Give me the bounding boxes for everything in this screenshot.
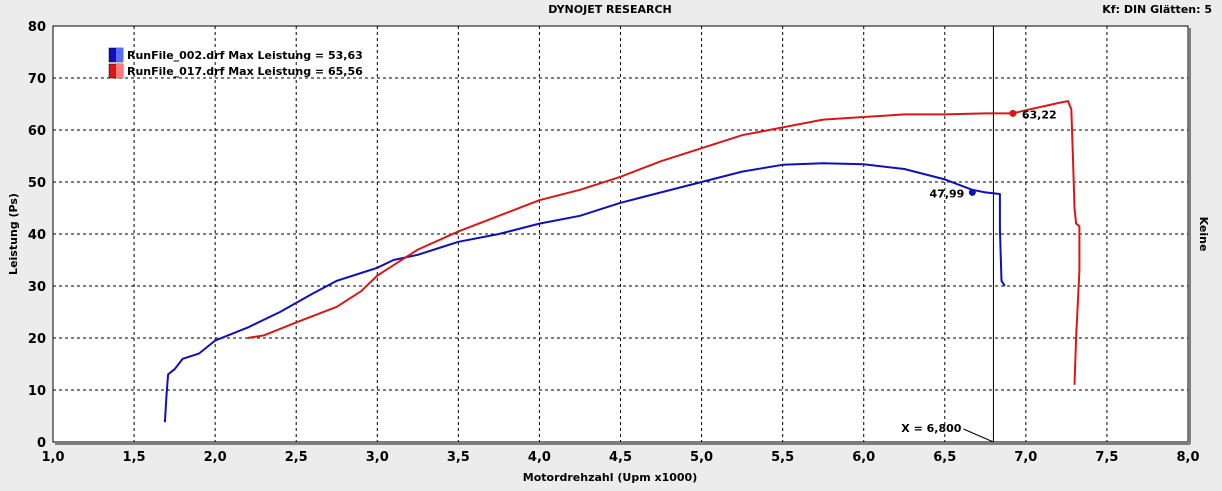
- cursor-label: X = 6,800: [901, 422, 961, 435]
- legend-swatch-blue-light: [116, 48, 123, 62]
- x-tick-label: 1,5: [123, 450, 146, 465]
- x-tick-label: 3,0: [366, 450, 389, 465]
- cursor-pointer-line: [963, 428, 994, 443]
- y-tick-label: 70: [28, 72, 46, 87]
- y-tick-label: 50: [28, 176, 46, 191]
- y-tick-label: 80: [28, 20, 46, 35]
- x-tick-label: 5,5: [771, 450, 794, 465]
- x-tick-label: 1,0: [41, 450, 64, 465]
- chart-header-settings: Kf: DIN Glätten: 5: [1102, 3, 1212, 16]
- cursor: X = 6,800: [901, 26, 994, 443]
- x-tick-label: 4,5: [609, 450, 632, 465]
- legend-swatch-red-light: [116, 64, 123, 78]
- y-tick-label: 20: [28, 332, 46, 347]
- y-axis-label: Leistung (Ps): [7, 193, 20, 275]
- y-tick-label: 10: [28, 384, 46, 399]
- x-tick-label: 7,5: [1095, 450, 1118, 465]
- legend-label-blue: RunFile_002.drf Max Leistung = 53,63: [127, 49, 363, 62]
- y-tick-labels: 0 10 20 30 40 50 60 70 80: [28, 20, 46, 451]
- legend-label-red: RunFile_017.drf Max Leistung = 65,56: [127, 65, 363, 78]
- x-tick-label: 2,5: [285, 450, 308, 465]
- series-line-red: [247, 100, 1081, 385]
- series-marker-blue: [968, 188, 976, 196]
- y-tick-label: 30: [28, 280, 46, 295]
- marker-label-red: 63,22: [1022, 108, 1057, 121]
- series-marker-red: [1009, 109, 1017, 117]
- legend: RunFile_002.drf Max Leistung = 53,63 Run…: [108, 47, 363, 79]
- x-tick-label: 5,0: [690, 450, 713, 465]
- y-tick-label: 60: [28, 124, 46, 139]
- y-tick-label: 40: [28, 228, 46, 243]
- x-tick-label: 4,0: [528, 450, 551, 465]
- markers: 47,99 63,22: [930, 108, 1057, 200]
- x-tick-label: 7,0: [1014, 450, 1037, 465]
- x-tick-label: 8,0: [1176, 450, 1199, 465]
- chart-header-title: DYNOJET RESEARCH: [548, 3, 671, 16]
- y-tick-label: 0: [37, 436, 46, 451]
- x-axis-label: Motordrehzahl (Upm x1000): [523, 471, 697, 484]
- x-tick-label: 6,5: [933, 450, 956, 465]
- right-axis-label: Keine: [1197, 217, 1210, 252]
- x-tick-label: 2,0: [204, 450, 227, 465]
- x-tick-label: 3,5: [447, 450, 470, 465]
- plot-area: [52, 25, 1189, 443]
- x-tick-labels: 1,0 1,5 2,0 2,5 3,0 3,5 4,0 4,5 5,0 5,5 6,0 6,5 7,0 7…: [41, 450, 1199, 465]
- marker-label-blue: 47,99: [930, 187, 965, 200]
- x-tick-label: 6,0: [852, 450, 875, 465]
